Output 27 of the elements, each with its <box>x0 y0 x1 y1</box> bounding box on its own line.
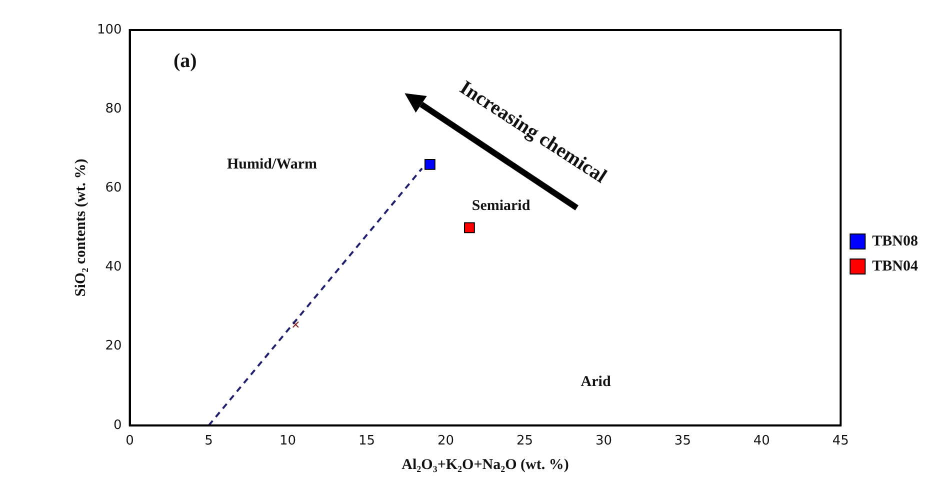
y-tick-label: 20 <box>105 338 122 354</box>
y-tick-label: 0 <box>114 418 122 433</box>
annotation: Arid <box>580 374 612 390</box>
point <box>424 158 436 170</box>
y-tick-label: 100 <box>96 22 122 38</box>
point <box>292 321 300 328</box>
annotation: (a) <box>173 50 197 72</box>
y-tick-label: 80 <box>105 101 122 116</box>
legend-label: TBN04 <box>872 258 918 274</box>
x-tick-label: 45 <box>832 434 849 449</box>
x-tick-label: 10 <box>280 434 296 449</box>
y-axis-title: SiO₂ contents (wt. %) <box>72 158 89 297</box>
x-tick-label: 40 <box>753 434 770 449</box>
x-tick-label: 35 <box>674 434 691 449</box>
legend-label: TBN08 <box>872 233 918 250</box>
x-tick-label: 25 <box>516 434 533 449</box>
x-axis-title: Al₂O₃+K₂O+Na₂O (wt. %) <box>402 456 569 473</box>
x-tick-label: 20 <box>437 434 454 449</box>
y-tick-label: 40 <box>105 260 122 275</box>
x-tick-label: 0 <box>126 434 134 449</box>
x-tick-label: 5 <box>204 434 213 449</box>
y-tick-label: 60 <box>105 180 122 196</box>
annotation: Humid/Warm <box>226 156 318 172</box>
x-tick-label: 15 <box>358 434 376 449</box>
annotation: Semiarid <box>472 198 531 214</box>
point <box>464 222 475 234</box>
x-tick-label: 30 <box>595 434 612 449</box>
